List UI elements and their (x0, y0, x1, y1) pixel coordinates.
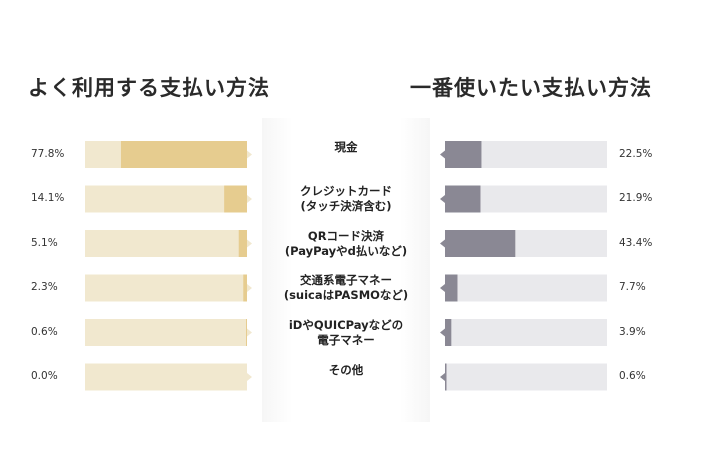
left-value-label: 5.1% (31, 236, 58, 249)
left-bar-pointer (247, 284, 252, 292)
right-bar-fill (445, 363, 447, 391)
left-bar-fill (238, 230, 247, 257)
left-bar-track (85, 185, 247, 213)
left-bar-track (85, 319, 247, 346)
right-value-label: 0.6% (619, 370, 646, 382)
left-value-label: 77.8% (31, 147, 65, 160)
left-bar-fill (246, 319, 247, 346)
left-bar-track (85, 230, 247, 257)
right-value-label: 7.7% (619, 281, 646, 293)
category-label: クレジットカード (タッチ決済含む) (270, 184, 422, 214)
right-value-label: 3.9% (619, 325, 646, 338)
right-chart-title: 一番使いたい支払い方法 (410, 76, 652, 100)
right-bar-fill (445, 185, 481, 213)
right-bar-fill (445, 141, 482, 168)
category-label-line: QRコード決済 (307, 228, 385, 243)
right-bar-pointer (440, 284, 445, 292)
right-value-label: 21.9% (619, 192, 653, 204)
right-bar-track (445, 274, 607, 302)
category-column-background (262, 118, 430, 422)
right-bar-pointer (440, 150, 445, 159)
left-chart-title: よく利用する支払い方法 (28, 76, 270, 100)
left-value-label: 0.6% (31, 325, 58, 338)
right-bar-pointer (440, 239, 445, 248)
category-label-line: その他 (328, 362, 364, 377)
left-bar-fill (224, 185, 247, 213)
left-value-label: 0.0% (31, 370, 58, 382)
category-label: 交通系電子マネー (suicaはPASMOなど) (270, 273, 422, 303)
right-bar-pointer (440, 373, 445, 381)
category-label-line: (タッチ決済含む) (300, 199, 392, 213)
category-label-line: 現金 (334, 140, 358, 154)
left-bar-track (85, 274, 247, 302)
left-value-label: 2.3% (31, 281, 58, 293)
category-label-line: (suicaはPASMOなど) (283, 288, 409, 302)
right-bar-pointer (440, 328, 445, 337)
right-bar-fill (445, 230, 516, 257)
left-bar-pointer (247, 328, 252, 337)
category-label: iDやQUICPayなどの 電子マネー (270, 318, 422, 348)
right-bar-pointer (440, 195, 445, 203)
left-bar-fill (120, 141, 247, 168)
category-label-line: クレジットカード (300, 184, 392, 198)
right-value-label: 22.5% (619, 147, 653, 160)
category-label-line: iDやQUICPayなどの (288, 317, 404, 332)
right-bar-track (445, 363, 607, 391)
category-label: 現金 (270, 140, 422, 155)
category-label-line: (PayPayやd払いなど) (284, 243, 408, 258)
left-bar-track (85, 363, 247, 391)
category-label-line: 交通系電子マネー (300, 273, 392, 287)
category-label: その他 (270, 363, 422, 378)
right-bar-track (445, 319, 607, 346)
left-bar-pointer (247, 150, 252, 159)
left-bar-pointer (247, 373, 252, 381)
right-value-label: 43.4% (619, 236, 653, 249)
left-value-label: 14.1% (31, 192, 65, 204)
left-bar-pointer (247, 239, 252, 248)
right-bar-fill (445, 319, 452, 346)
left-bar-pointer (247, 195, 252, 203)
right-bar-fill (445, 274, 458, 302)
category-label-line: 電子マネー (317, 332, 375, 347)
left-bar-fill (243, 274, 247, 302)
category-label: QRコード決済 (PayPayやd払いなど) (270, 229, 422, 259)
